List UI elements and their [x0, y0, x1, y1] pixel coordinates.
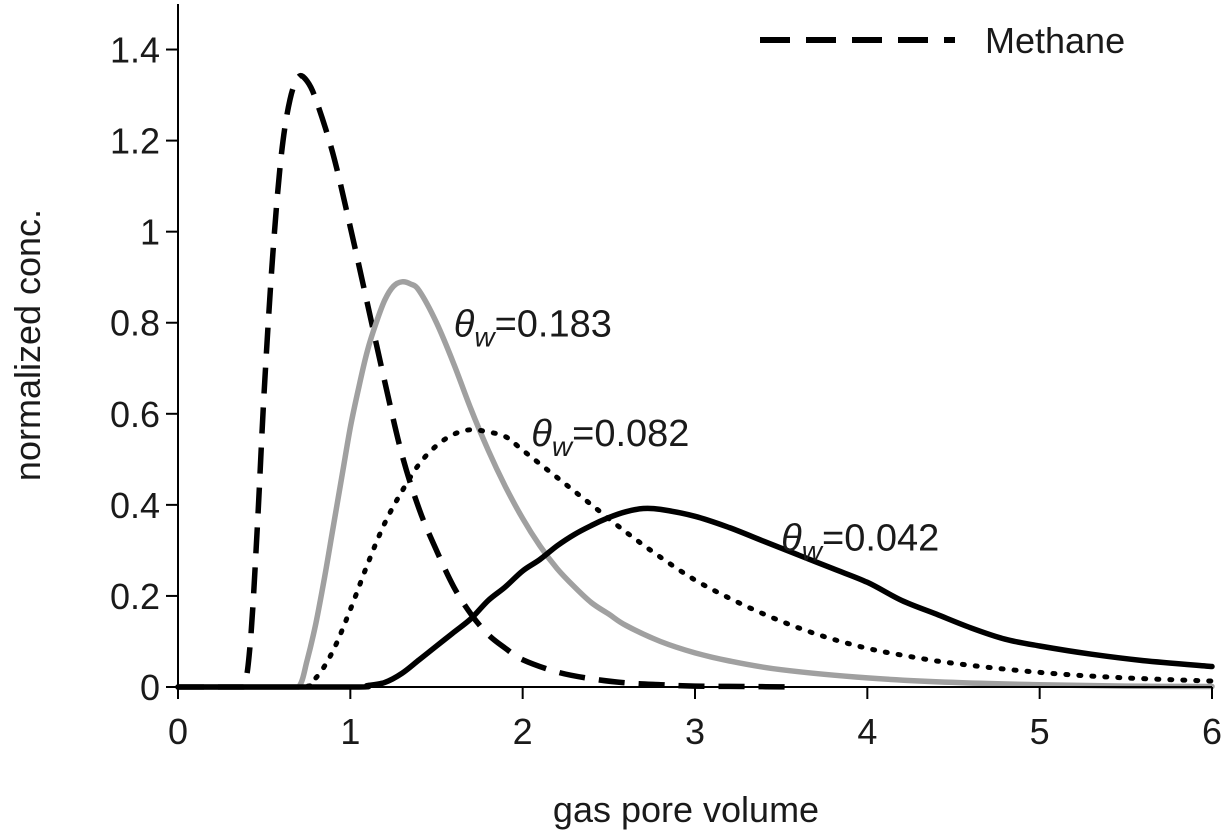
annotation-theta-value-1: =0.082: [572, 413, 689, 455]
annotation-theta-subscript-1: w: [552, 431, 574, 462]
series-layer: [175, 73, 1215, 690]
x-tick-label-5: 5: [1030, 711, 1050, 752]
x-tick-label-2: 2: [513, 711, 533, 752]
series-methane: [178, 73, 799, 690]
y-tick-label-0: 0: [140, 667, 160, 708]
series-gray-solid: [175, 278, 1215, 690]
annotation-theta-2: θw=0.042: [781, 518, 939, 567]
y-tick-label-7: 1.4: [110, 30, 160, 71]
annotation-theta-subscript-2: w: [802, 536, 824, 567]
series-dotted: [175, 427, 1215, 690]
x-tick-label-0: 0: [168, 711, 188, 752]
axes-layer: [177, 4, 1212, 688]
y-tick-label-2: 0.4: [110, 485, 160, 526]
y-tick-label-4: 0.8: [110, 303, 160, 344]
y-tick-label-1: 0.2: [110, 576, 160, 617]
annotation-theta-value-0: =0.183: [495, 304, 612, 346]
legend: Methane: [760, 20, 1125, 61]
annotation-theta-1: θw=0.082: [531, 413, 689, 462]
ticks-layer: 0 1 2 3 4 5 6 0 0.2 0.4 0.6 0.8 1 1.2 1.4: [110, 30, 1222, 752]
x-axis-label: gas pore volume: [553, 789, 819, 830]
y-axis-label: normalized conc.: [7, 209, 48, 481]
annotation-theta-value-2: =0.042: [822, 518, 939, 560]
annotation-theta-0: θw=0.183: [454, 304, 612, 353]
y-tick-label-5: 1: [140, 212, 160, 253]
annotation-theta-symbol-1: θ: [531, 413, 552, 455]
x-tick-label-6: 6: [1202, 711, 1222, 752]
y-tick-label-3: 0.6: [110, 394, 160, 435]
x-tick-label-3: 3: [685, 711, 705, 752]
annotation-theta-symbol-0: θ: [454, 304, 475, 346]
series-black-solid: [175, 505, 1215, 690]
annotation-theta-symbol-2: θ: [781, 518, 802, 560]
x-tick-label-1: 1: [340, 711, 360, 752]
y-tick-label-6: 1.2: [110, 121, 160, 162]
x-tick-label-4: 4: [857, 711, 877, 752]
legend-label-methane: Methane: [985, 20, 1125, 61]
annotation-theta-subscript-0: w: [474, 322, 496, 353]
